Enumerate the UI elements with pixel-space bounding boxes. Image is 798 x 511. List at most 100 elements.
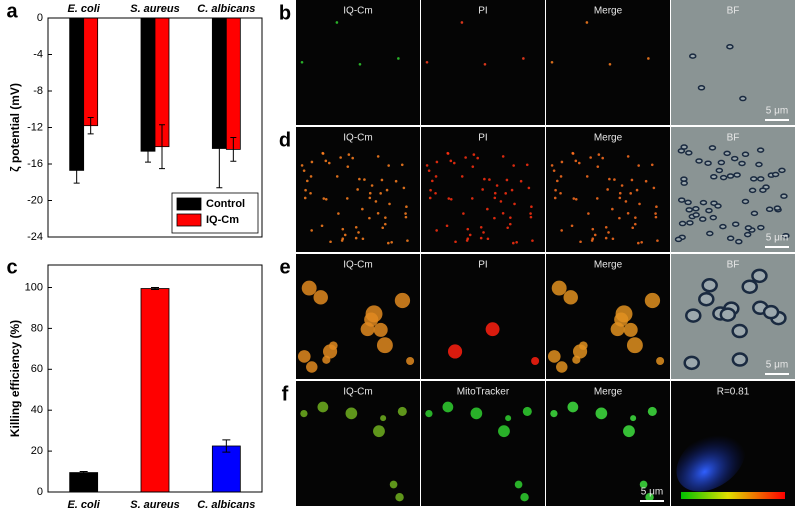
cell xyxy=(587,212,590,215)
cell xyxy=(677,148,686,154)
cell xyxy=(483,62,487,66)
cell xyxy=(719,174,728,181)
cell xyxy=(510,188,514,192)
cell xyxy=(762,304,780,320)
cell xyxy=(620,184,624,187)
cell xyxy=(397,57,400,60)
cell xyxy=(688,53,697,59)
cell xyxy=(472,153,476,156)
cell xyxy=(738,160,746,167)
cell xyxy=(723,150,731,157)
panel-letter: d xyxy=(279,129,291,151)
cell xyxy=(464,156,467,159)
cell xyxy=(321,152,325,155)
cell xyxy=(750,210,759,217)
cell xyxy=(618,216,621,220)
cell xyxy=(337,212,340,215)
cell xyxy=(482,231,485,234)
cell xyxy=(388,202,391,206)
image-label: IQ-Cm xyxy=(343,260,372,271)
cell xyxy=(400,163,404,167)
cell xyxy=(706,230,714,237)
cell xyxy=(654,212,657,215)
cell xyxy=(739,95,747,102)
cell xyxy=(656,239,659,242)
fluorescence-image xyxy=(421,254,545,379)
cell xyxy=(354,236,358,240)
cell xyxy=(577,161,581,165)
cell xyxy=(596,165,600,168)
cell xyxy=(354,226,358,229)
cell xyxy=(324,159,328,163)
cell xyxy=(470,197,474,200)
cell xyxy=(647,406,657,416)
cell xyxy=(647,57,650,60)
cell xyxy=(361,237,365,241)
error-bar xyxy=(230,137,237,162)
scale-bar xyxy=(640,500,664,502)
cell xyxy=(704,160,712,166)
cell xyxy=(356,188,359,191)
cell xyxy=(397,406,407,416)
error-bar xyxy=(159,124,165,170)
cell xyxy=(483,177,486,181)
cell xyxy=(380,415,387,422)
cell xyxy=(346,165,350,168)
y-tick-label: -8 xyxy=(33,85,43,97)
cell xyxy=(771,171,780,178)
cell xyxy=(434,175,438,178)
cell xyxy=(726,235,735,242)
cell xyxy=(435,160,439,164)
cell xyxy=(735,238,743,245)
cell xyxy=(309,191,312,195)
cell xyxy=(324,197,328,201)
cell xyxy=(389,480,398,489)
plot-frame xyxy=(47,17,263,238)
cell xyxy=(406,357,415,366)
cell xyxy=(634,216,637,219)
cell xyxy=(610,322,625,337)
bar xyxy=(140,17,156,152)
cell xyxy=(304,188,307,192)
cell xyxy=(306,361,318,373)
y-tick-label: 40 xyxy=(31,404,43,416)
cell xyxy=(508,222,512,226)
y-axis-label: ζ potential (mV) xyxy=(8,83,22,172)
cell xyxy=(531,357,540,366)
brightfield-image xyxy=(671,0,795,125)
cell xyxy=(347,153,351,156)
cell xyxy=(550,409,558,418)
cell xyxy=(726,44,734,50)
cell xyxy=(519,179,523,183)
cell xyxy=(733,172,741,178)
cell xyxy=(513,202,516,206)
cell xyxy=(454,240,457,244)
cell xyxy=(686,220,694,226)
cell xyxy=(505,178,509,182)
cell xyxy=(604,236,608,240)
cell xyxy=(547,350,561,363)
cell xyxy=(572,197,576,200)
y-tick-label: -4 xyxy=(33,48,43,60)
cell xyxy=(452,161,456,165)
cell xyxy=(481,188,484,191)
cell xyxy=(300,164,304,167)
cell xyxy=(756,147,765,153)
x-tick-label: C. albicans xyxy=(197,499,255,511)
panel-letter: b xyxy=(279,2,291,24)
cell xyxy=(522,406,532,416)
cell xyxy=(644,292,661,309)
cell xyxy=(601,156,604,160)
x-tick-label: E. coli xyxy=(67,499,100,511)
cell xyxy=(427,169,431,172)
cell xyxy=(639,480,648,489)
panel-letter: e xyxy=(279,256,290,278)
cell xyxy=(618,191,622,195)
image-label: PI xyxy=(478,133,487,144)
cell xyxy=(358,62,362,66)
cell xyxy=(300,60,304,64)
cell xyxy=(379,192,382,195)
cell xyxy=(685,308,702,323)
cell xyxy=(531,239,534,242)
x-tick-label: S. aureus xyxy=(130,3,180,15)
